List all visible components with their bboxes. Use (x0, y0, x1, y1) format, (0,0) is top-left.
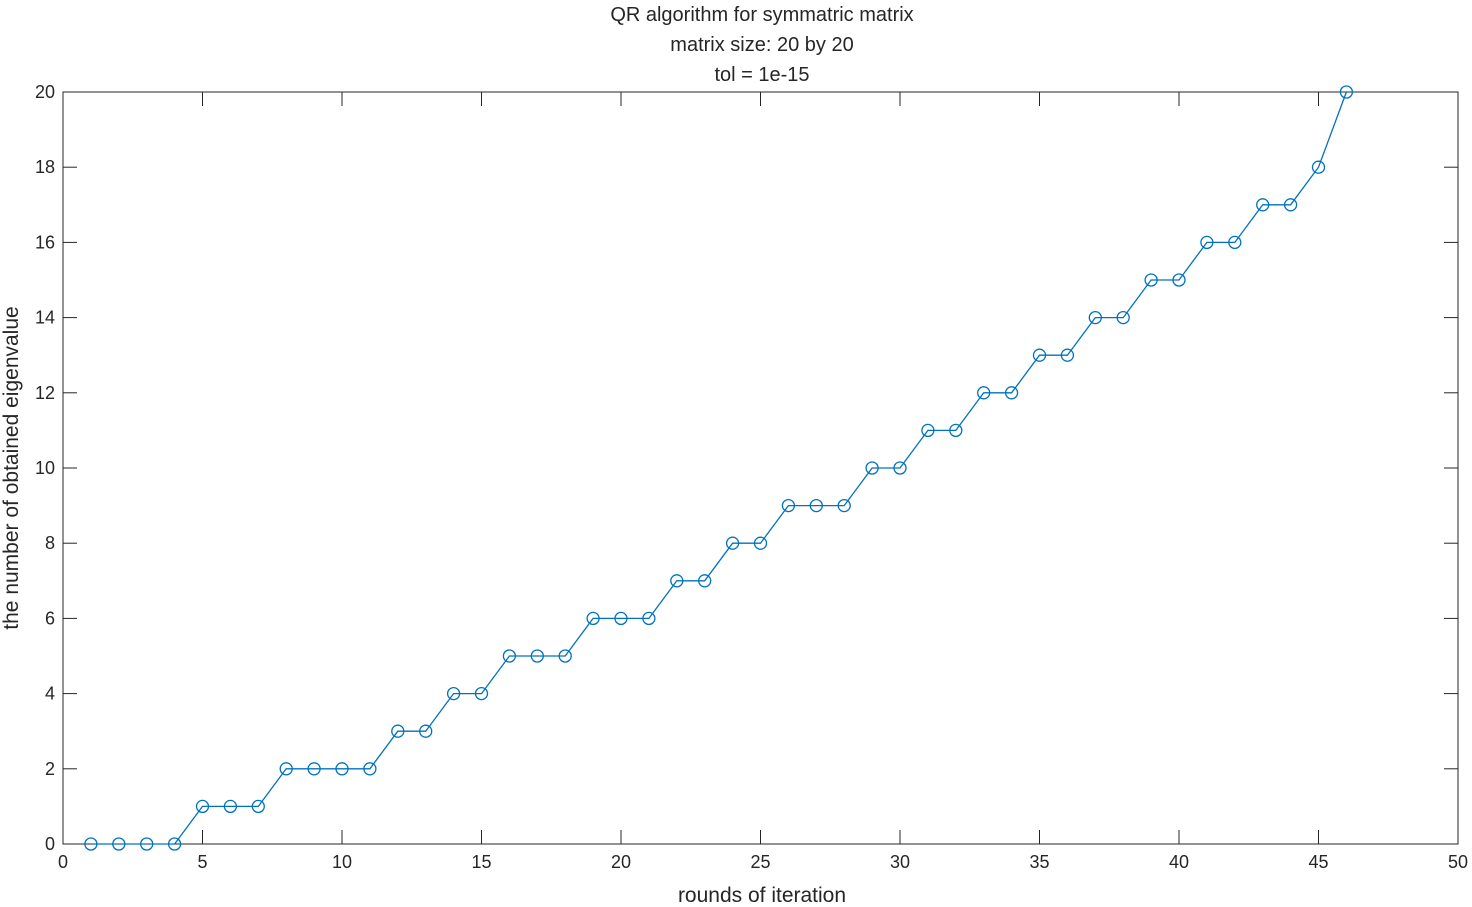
y-axis-label: the number of obtained eigenvalue (0, 306, 23, 629)
y-tick-label: 18 (35, 157, 55, 177)
data-point (1256, 198, 1270, 212)
data-point (1200, 235, 1214, 250)
y-tick-label: 6 (45, 608, 55, 628)
x-tick-label: 40 (1169, 852, 1189, 872)
data-point (837, 498, 851, 513)
x-tick-label: 15 (471, 852, 491, 872)
axis-tick-labels: 0 5 10 15 20 25 30 35 40 45 50 0 2 4 6 8 10 12 14 16 18 20 (35, 82, 1468, 872)
data-point (865, 461, 879, 475)
data-point (167, 837, 182, 851)
y-tick-label: 2 (45, 759, 55, 779)
data-point (474, 686, 489, 701)
data-point (84, 837, 98, 851)
x-tick-label: 35 (1029, 852, 1049, 872)
data-point (558, 649, 572, 663)
x-tick-label: 5 (197, 852, 207, 872)
data-point (363, 762, 377, 776)
y-tick-label: 8 (45, 533, 55, 553)
data-point (1339, 85, 1354, 99)
x-tick-label: 45 (1308, 852, 1328, 872)
data-point (1116, 310, 1130, 325)
axis-ticks (62, 91, 1459, 845)
data-point (781, 498, 796, 513)
data-point (112, 837, 126, 851)
x-axis-label: rounds of iteration (678, 884, 846, 907)
title-line-2: matrix size: 20 by 20 (670, 34, 853, 56)
data-point (530, 649, 544, 663)
x-tick-label: 10 (332, 852, 352, 872)
data-point (251, 799, 265, 814)
data-point (446, 686, 461, 701)
data-point (279, 762, 293, 776)
y-tick-label: 14 (35, 308, 55, 328)
y-tick-label: 20 (35, 82, 55, 102)
data-point (1032, 348, 1047, 362)
data-point (335, 762, 349, 776)
data-point (1283, 198, 1298, 212)
data-point (419, 724, 433, 738)
data-point (223, 799, 238, 814)
data-point (753, 536, 768, 550)
data-series (84, 85, 1354, 851)
data-point (195, 799, 210, 814)
plot-area (62, 91, 1459, 845)
data-point (586, 611, 600, 626)
data-point (949, 423, 963, 438)
data-point (614, 611, 628, 626)
title-line-3: tol = 1e-15 (714, 64, 809, 86)
data-point (1060, 348, 1075, 362)
data-point (977, 386, 991, 400)
chart-title: QR algorithm for symmatric matrix matrix… (610, 4, 913, 86)
x-tick-label: 50 (1448, 852, 1468, 872)
series-line (90, 91, 1348, 845)
x-tick-label: 20 (611, 852, 631, 872)
x-tick-label: 30 (890, 852, 910, 872)
x-tick-label: 0 (58, 852, 68, 872)
data-point (1228, 235, 1242, 250)
y-tick-label: 4 (45, 684, 55, 704)
data-point (1144, 273, 1158, 287)
data-point (642, 611, 656, 626)
data-point (307, 762, 321, 776)
title-line-1: QR algorithm for symmatric matrix (610, 4, 913, 26)
data-point (1311, 160, 1326, 174)
data-point (140, 837, 154, 851)
data-point (670, 574, 684, 588)
data-point (725, 536, 740, 550)
y-tick-label: 16 (35, 232, 55, 252)
data-point (698, 574, 712, 588)
x-tick-label: 25 (750, 852, 770, 872)
data-point (1088, 310, 1102, 325)
y-tick-label: 12 (35, 383, 55, 403)
data-point (921, 423, 935, 438)
data-point (502, 649, 517, 663)
data-point (893, 461, 907, 475)
data-point (1172, 273, 1186, 287)
data-point (391, 724, 405, 738)
data-point (1004, 386, 1019, 400)
y-tick-label: 10 (35, 458, 55, 478)
y-tick-label: 0 (45, 834, 55, 854)
data-point (809, 498, 823, 513)
